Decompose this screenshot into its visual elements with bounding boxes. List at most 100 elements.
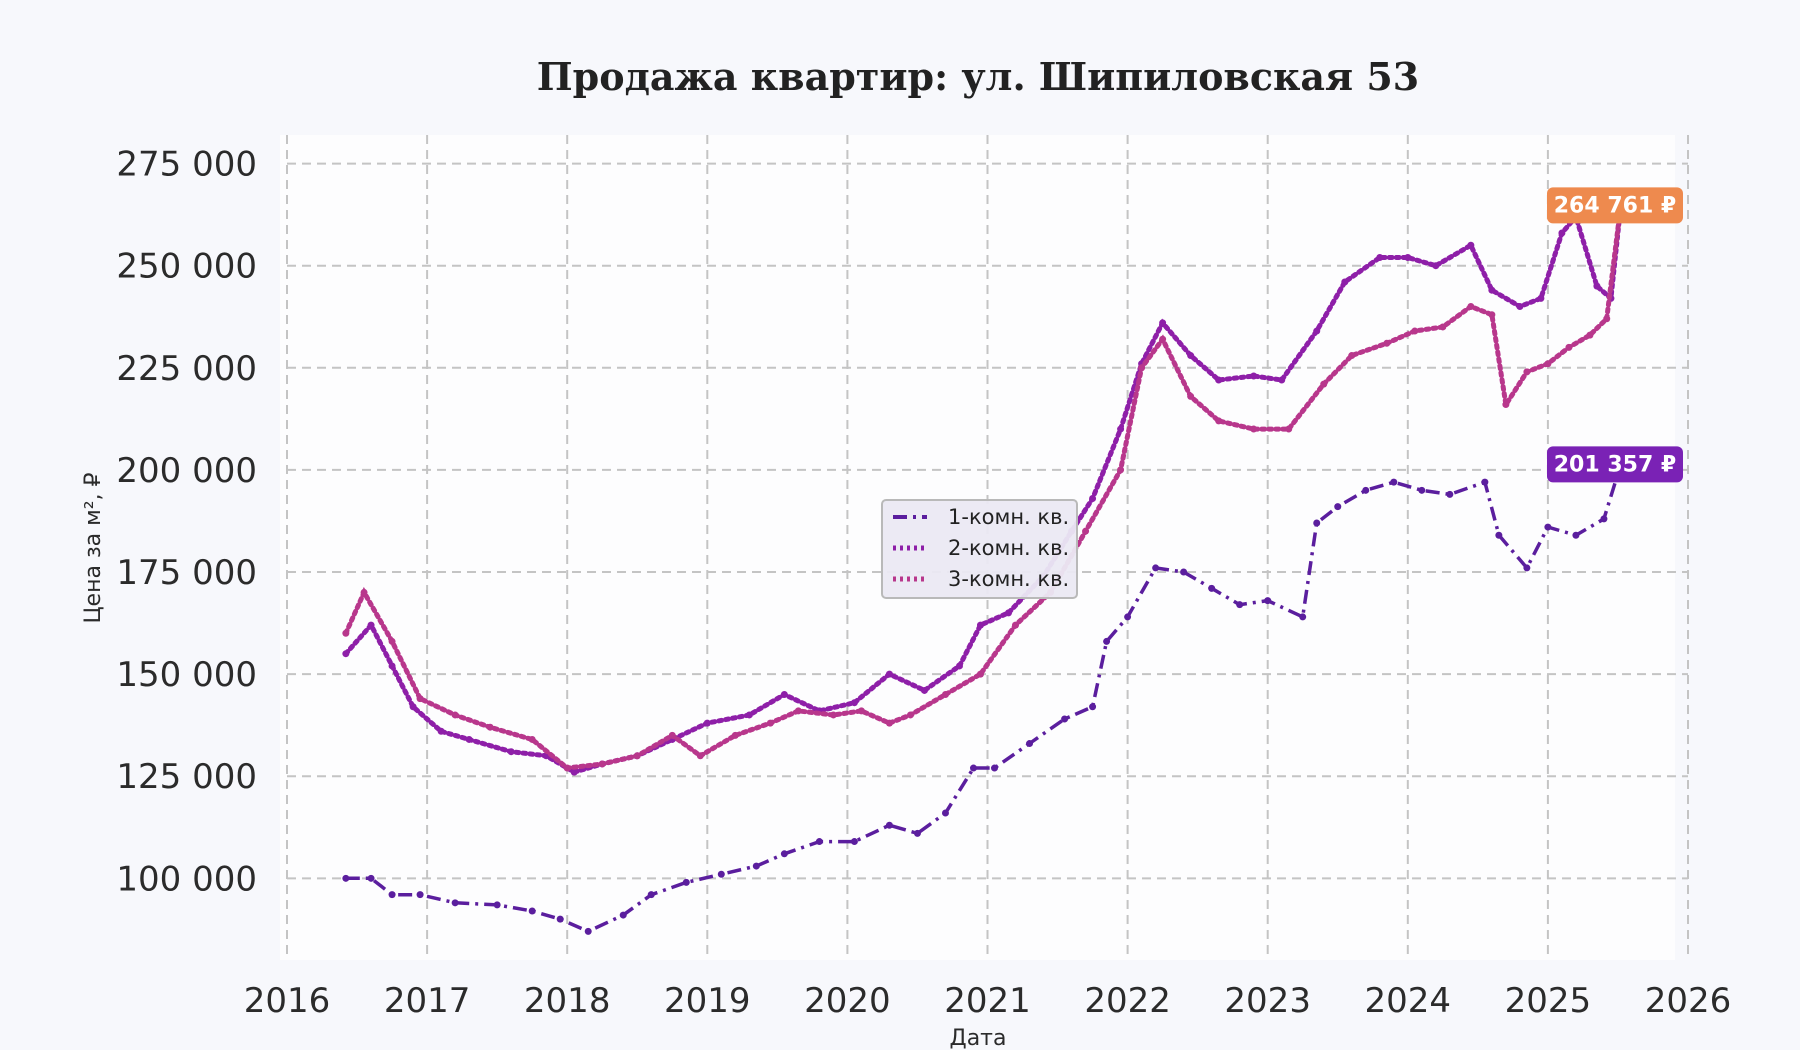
- series-1-point: [815, 838, 823, 846]
- series-2-point: [1341, 278, 1349, 286]
- series-3-point: [360, 588, 368, 596]
- x-tick-labels: 2016 2017 2018 2019 2020 2021 2022 2023 2024 2025…: [244, 981, 1732, 1021]
- series-3-point: [668, 731, 676, 739]
- series-1-point: [1103, 637, 1111, 645]
- series-1-point: [913, 829, 921, 837]
- series-2-point: [955, 662, 963, 670]
- series-1-point: [682, 878, 690, 886]
- x-tick-label: 2021: [944, 981, 1031, 1021]
- series-1-point: [493, 901, 501, 909]
- series-2-point: [1593, 282, 1601, 290]
- series-2-point: [1467, 241, 1475, 249]
- series-3-point: [941, 691, 949, 699]
- series-2-point: [507, 748, 515, 756]
- series-2-point: [1537, 294, 1545, 302]
- series-3-point: [1411, 327, 1419, 335]
- series-2-point: [1516, 303, 1524, 311]
- series-3-point: [1138, 364, 1146, 372]
- y-tick-label: 150 000: [116, 655, 257, 695]
- series-2-point: [850, 699, 858, 707]
- series-1-point: [1495, 531, 1503, 539]
- x-tick-label: 2024: [1365, 981, 1452, 1021]
- series-3-point: [563, 764, 571, 772]
- series-1-point: [1523, 564, 1531, 572]
- series-1-point: [1299, 613, 1307, 621]
- series-2-point: [1250, 372, 1258, 380]
- series-1-point: [1544, 523, 1552, 531]
- series-2-point: [780, 691, 788, 699]
- series-3-point: [1565, 343, 1573, 351]
- series-1-point: [1572, 531, 1580, 539]
- callout-badge: [1547, 446, 1683, 483]
- series-3-point: [766, 719, 774, 727]
- series-2-point: [570, 768, 578, 776]
- legend-box: [881, 499, 1078, 599]
- x-tick-label: 2017: [384, 981, 471, 1021]
- series-2-point: [409, 703, 417, 711]
- series-3-point: [1544, 360, 1552, 368]
- series-2-point: [745, 711, 753, 719]
- series-1-point: [1313, 519, 1321, 527]
- series-2-point: [1488, 286, 1496, 294]
- series-3-point: [1117, 466, 1125, 474]
- series-1-point: [451, 899, 459, 907]
- series-3-point: [1439, 323, 1447, 331]
- callout-label: 201 357 ₽: [1554, 452, 1676, 477]
- legend-label: 1-комн. кв.: [948, 505, 1069, 529]
- series-2-point: [1215, 376, 1223, 384]
- chart-title: Продажа квартир: ул. Шипиловская 53: [537, 54, 1419, 99]
- series-1-point: [528, 907, 536, 915]
- series-1-point: [941, 809, 949, 817]
- series-2-point: [1558, 229, 1566, 237]
- x-tick-label: 2020: [804, 981, 891, 1021]
- y-tick-label: 175 000: [116, 553, 257, 593]
- series-3-point: [696, 752, 704, 760]
- series-3-point: [794, 707, 802, 715]
- x-tick-label: 2018: [524, 981, 611, 1021]
- series-1-point: [584, 927, 592, 935]
- series-3-point: [1523, 368, 1531, 376]
- series-1-point: [1026, 740, 1034, 748]
- series-1-point: [1208, 584, 1216, 592]
- series-1-point: [1446, 490, 1454, 498]
- series-1-point: [388, 891, 396, 899]
- y-tick-label: 250 000: [116, 247, 257, 287]
- x-tick-label: 2026: [1645, 981, 1732, 1021]
- series-2-point: [388, 662, 396, 670]
- series-2-point: [885, 670, 893, 678]
- series-1-point: [1390, 478, 1398, 486]
- y-tick-label: 275 000: [116, 145, 257, 185]
- x-tick-label: 2022: [1084, 981, 1171, 1021]
- series-1-point: [850, 838, 858, 846]
- series-1-point: [367, 874, 375, 882]
- x-tick-label: 2023: [1224, 981, 1311, 1021]
- series-3-point: [416, 695, 424, 703]
- y-tick-label: 100 000: [116, 859, 257, 899]
- series-2-point: [920, 686, 928, 694]
- callout-label: 264 761 ₽: [1554, 193, 1676, 218]
- series-3-point: [829, 711, 837, 719]
- series-1-point: [342, 874, 350, 882]
- series-1-point: [1481, 478, 1489, 486]
- x-tick-label: 2019: [664, 981, 751, 1021]
- y-axis-label: Цена за м², ₽: [81, 472, 106, 623]
- value-callouts: 264 761 ₽ 201 357 ₽: [1547, 187, 1683, 483]
- series-2-point: [1159, 319, 1167, 327]
- series-3-point: [1488, 311, 1496, 319]
- x-tick-label: 2025: [1505, 981, 1592, 1021]
- x-axis-label: Дата: [950, 1026, 1007, 1050]
- series-1-point: [1334, 503, 1342, 511]
- series-3-point: [1348, 352, 1356, 360]
- series-2-point: [1376, 254, 1384, 262]
- series-3-point: [451, 711, 459, 719]
- series-2-point: [703, 719, 711, 727]
- series-3-point: [885, 719, 893, 727]
- series-1-point: [1600, 515, 1608, 523]
- series-3-point: [1159, 335, 1167, 343]
- series-3-point: [598, 760, 606, 768]
- series-3-point: [906, 711, 914, 719]
- series-1-point: [717, 870, 725, 878]
- y-tick-label: 200 000: [116, 451, 257, 491]
- series-1-point: [416, 891, 424, 899]
